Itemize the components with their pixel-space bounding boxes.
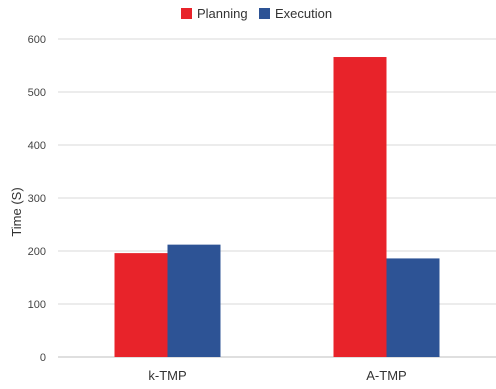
legend-swatch-planning bbox=[181, 8, 192, 19]
y-axis-label: Time (S) bbox=[9, 187, 24, 236]
bar-planning-k-tmp bbox=[114, 253, 168, 357]
y-tick-label: 400 bbox=[28, 140, 46, 152]
legend-label-execution: Execution bbox=[275, 6, 332, 21]
y-tick-label: 0 bbox=[40, 352, 46, 364]
x-category-label: k-TMP bbox=[148, 368, 186, 383]
y-tick-label: 600 bbox=[28, 34, 46, 46]
bar-execution-k-tmp bbox=[167, 244, 221, 357]
legend: Planning Execution bbox=[181, 6, 332, 21]
y-tick-label: 100 bbox=[28, 299, 46, 311]
bar-execution-a-tmp bbox=[386, 258, 440, 357]
y-axis-ticks: 0 100 200 300 400 500 600 bbox=[28, 34, 46, 364]
legend-swatch-execution bbox=[259, 8, 270, 19]
bar-planning-a-tmp bbox=[333, 57, 387, 358]
legend-label-planning: Planning bbox=[197, 6, 248, 21]
x-category-label: A-TMP bbox=[366, 368, 406, 383]
x-axis-categories: k-TMP A-TMP bbox=[148, 368, 406, 383]
bars bbox=[114, 57, 440, 358]
y-tick-label: 500 bbox=[28, 87, 46, 99]
y-tick-label: 300 bbox=[28, 193, 46, 205]
y-tick-label: 200 bbox=[28, 246, 46, 258]
